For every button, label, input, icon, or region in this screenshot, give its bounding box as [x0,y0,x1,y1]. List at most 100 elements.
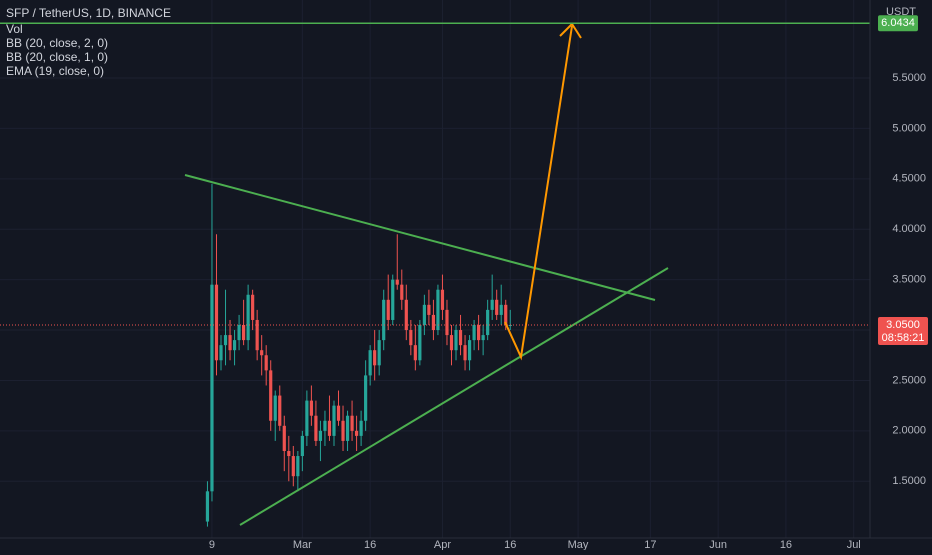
candle-body [449,335,454,351]
plot [205,183,512,527]
candle-body [237,324,241,341]
candle-body [454,330,458,351]
y-tick-label: 5.5000 [892,72,926,84]
candle-body [273,395,277,421]
x-tick-label: 9 [209,539,215,550]
candle-body [490,299,494,310]
candle-body [242,324,246,341]
y-tick-label: 4.0000 [892,223,926,235]
x-tick-label: Jul [847,539,861,550]
arrow-head [559,22,582,39]
y-tick-label: 4.5000 [892,173,926,185]
candle-body [418,324,422,361]
candle-body [499,304,503,315]
x-tick-label: 16 [780,539,792,550]
x-tick-label: Jun [709,539,727,550]
level-label-box [878,15,918,32]
candle-body [228,335,232,351]
candle-body [440,289,445,310]
candle-body [477,324,481,341]
candle-body [467,340,472,361]
candle-body [264,355,268,371]
projection-arrow [504,25,573,361]
candle-body [300,435,304,457]
y-tick-label: 3.5000 [892,274,926,286]
y-tick-label: 2.5000 [892,374,926,386]
chart-title: SFP / TetherUS, 1D, BINANCE [6,6,171,20]
candle-body [486,309,490,336]
candle-body [377,340,381,366]
candle-body [359,420,363,436]
candle-body [327,420,332,436]
indicator-label: BB (20, close, 2, 0) [6,36,108,50]
candle-body [382,299,386,341]
candle-body [341,420,345,441]
candle-body [282,425,286,452]
candle-body [296,456,300,477]
candle-body [255,319,259,351]
indicator-label: EMA (19, close, 0) [6,64,104,78]
lower-trendline [239,267,669,526]
candle-body [413,345,417,361]
x-tick-label: Apr [434,539,451,550]
candle-body [232,340,237,351]
x-tick-label: 16 [364,539,376,550]
candle-body [214,284,219,361]
y-tick-label: 1.5000 [892,475,926,487]
candle-body [210,284,214,492]
indicator-label: BB (20, close, 1, 0) [6,50,108,64]
candle-body [404,299,408,331]
candle-body [373,350,377,366]
candle-body [431,314,436,331]
level-label: 6.0434 [881,17,915,29]
currency-label: USDT [886,6,916,18]
candle-body [386,299,390,320]
candle-body [427,304,431,315]
candle-body [336,405,341,421]
overlay [0,22,870,326]
y-tick-label: 5.0000 [892,122,926,134]
candle-body [458,330,463,346]
candle-body [318,430,323,441]
candle-body [409,330,413,346]
candle-body [395,279,399,285]
x-tick-label: May [568,539,589,550]
candle-body [205,491,210,522]
candle-body [368,350,372,376]
candle-body [472,324,476,341]
candle-body [260,350,264,356]
price-label-box [878,316,928,345]
candle-body [278,395,282,426]
candle-body [323,420,327,431]
candle-body [400,284,404,300]
price-label: 3.0500 [886,319,920,331]
candle-body [463,345,467,361]
countdown: 08:58:21 [882,332,925,344]
candle-body [219,345,223,361]
candle-body [291,456,295,477]
candle-body [309,400,313,416]
x-tick-label: 17 [644,539,656,550]
x-tick-label: Mar [293,539,312,550]
y-tick-label: 2.0000 [892,425,926,437]
candle-body [495,299,499,315]
candle-body [345,415,350,441]
candle-body [246,294,250,341]
candle-body [251,294,255,320]
candle-body [350,415,354,431]
indicator-label: Vol [6,22,23,36]
candle-body [504,304,508,325]
candle-body [445,309,449,336]
upper-trendline [184,174,656,301]
candle-body [287,451,291,457]
grid [0,0,870,538]
candle-body [391,279,395,320]
x-tick-label: 16 [504,539,516,550]
candle-body [269,370,273,421]
candle-body [223,335,228,346]
candle-body [332,405,336,436]
candle-body [305,400,309,436]
candle-body [481,335,485,341]
